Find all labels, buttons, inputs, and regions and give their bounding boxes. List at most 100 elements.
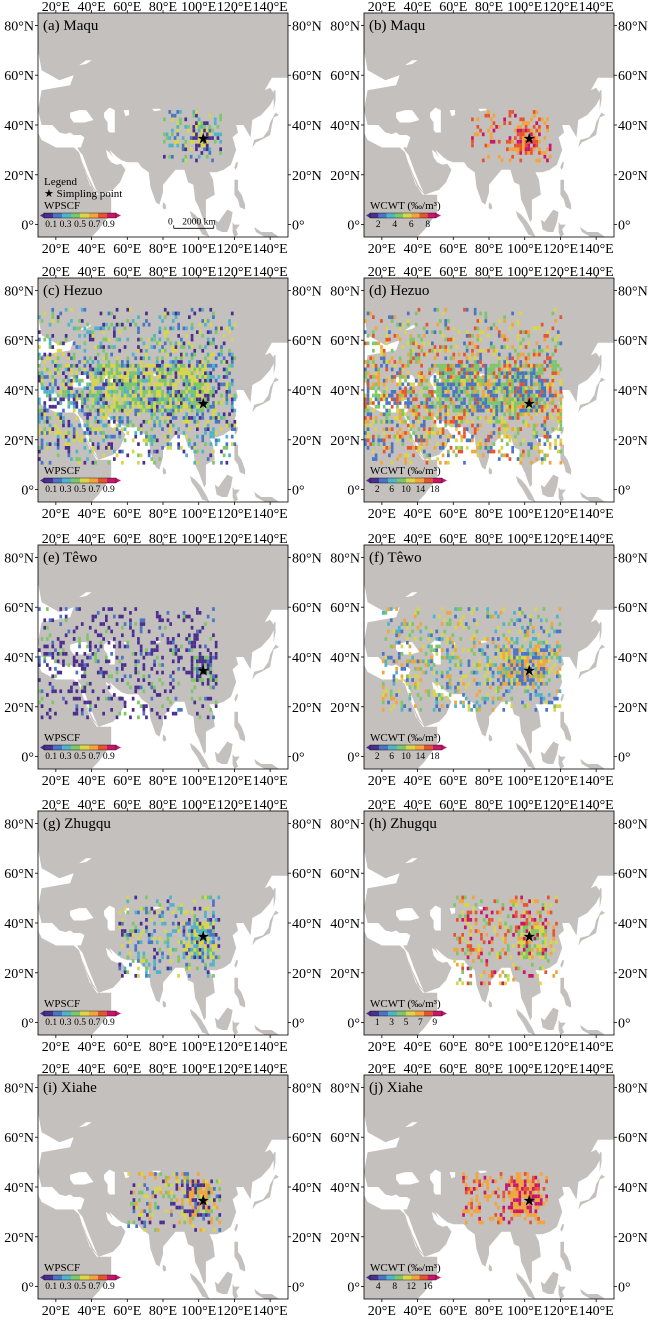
grid-cell [105,363,108,368]
grid-cell [380,352,383,357]
grid-cell [522,337,525,342]
grid-cell [147,393,151,398]
map-panel-d: 20°E20°E40°E40°E60°E60°E80°E80°E100°E100… [330,265,647,522]
grid-cell [412,390,415,394]
grid-cell [460,378,464,383]
grid-cell [468,397,472,402]
grid-cell [559,367,563,372]
grid-cell [506,390,509,394]
grid-cell [388,315,391,319]
grid-cell [464,951,467,956]
grid-cell [86,655,89,660]
grid-cell [67,393,71,398]
grid-cell [212,408,215,413]
grid-cell [492,375,496,379]
grid-cell [198,696,202,701]
grid-cell [177,397,180,402]
grid-cell [193,404,197,409]
lon-label-top: 60°E [113,798,141,813]
grid-cell [452,326,456,331]
grid-cell [462,674,465,679]
grid-cell [444,460,448,465]
lon-label-top: 140°E [253,798,288,813]
grid-cell [556,334,560,338]
grid-cell [412,408,415,413]
grid-cell [538,147,541,152]
grid-cell [180,404,183,409]
grid-cell [532,446,536,450]
grid-cell [38,345,41,349]
grid-cell [212,685,215,690]
grid-cell [113,434,116,439]
grid-cell [479,386,482,390]
grid-cell [222,367,226,372]
grid-cell [56,416,60,420]
land-shape [113,297,140,313]
grid-cell [525,903,529,907]
lon-label-bottom: 140°E [579,774,614,789]
water-body [396,110,420,123]
grid-cell [366,334,370,338]
grid-cell [469,951,473,956]
lon-label-bottom: 20°E [368,242,396,257]
grid-cell [525,955,529,960]
grid-cell [147,974,151,978]
grid-cell [212,936,215,941]
grid-cell [177,633,180,638]
grid-cell [521,663,524,667]
grid-cell [83,363,87,368]
grid-cell [482,940,486,945]
grid-cell [470,611,473,615]
grid-cell [460,371,464,375]
grid-cell [433,404,437,409]
grid-cell [425,401,429,405]
grid-cell [521,611,524,615]
lon-label-bottom: 40°E [77,1040,105,1055]
grid-cell [142,906,146,911]
grid-cell [217,412,221,417]
grid-cell [436,390,439,394]
land-shape [515,288,532,296]
grid-cell [193,375,197,379]
grid-cell [543,367,547,372]
grid-cell [94,378,97,383]
grid-cell [214,652,218,656]
grid-cell [439,390,442,394]
grid-cell [444,416,448,420]
grid-cell [230,356,234,361]
grid-cell [147,419,151,424]
grid-cell [447,367,450,372]
grid-cell [476,360,480,364]
grid-cell [441,390,445,394]
grid-cell [503,412,506,417]
grid-cell [438,696,441,701]
grid-cell [420,401,423,405]
grid-cell [134,659,138,664]
grid-cell [105,367,108,372]
grid-cell [188,633,191,638]
grid-cell [99,427,103,431]
grid-cell [502,622,506,626]
grid-cell [196,633,199,638]
colorbar-tick: 0.5 [74,1018,86,1028]
grid-cell [489,390,493,394]
grid-cell [126,382,130,387]
grid-cell [40,412,44,417]
grid-cell [417,419,421,424]
lon-label-top: 60°E [113,265,141,280]
grid-cell [201,625,205,630]
grid-cell [463,367,466,372]
grid-cell [46,386,49,390]
grid-cell [180,397,183,402]
grid-cell [473,132,477,137]
lat-label-right: 20°N [292,434,322,449]
grid-cell [206,715,210,720]
grid-cell [528,944,531,948]
grid-cell [455,393,458,398]
grid-cell [543,434,547,439]
grid-cell [129,419,132,424]
grid-cell [492,345,496,349]
grid-cell [182,940,186,945]
grid-cell [526,625,530,630]
grid-cell [409,460,413,465]
